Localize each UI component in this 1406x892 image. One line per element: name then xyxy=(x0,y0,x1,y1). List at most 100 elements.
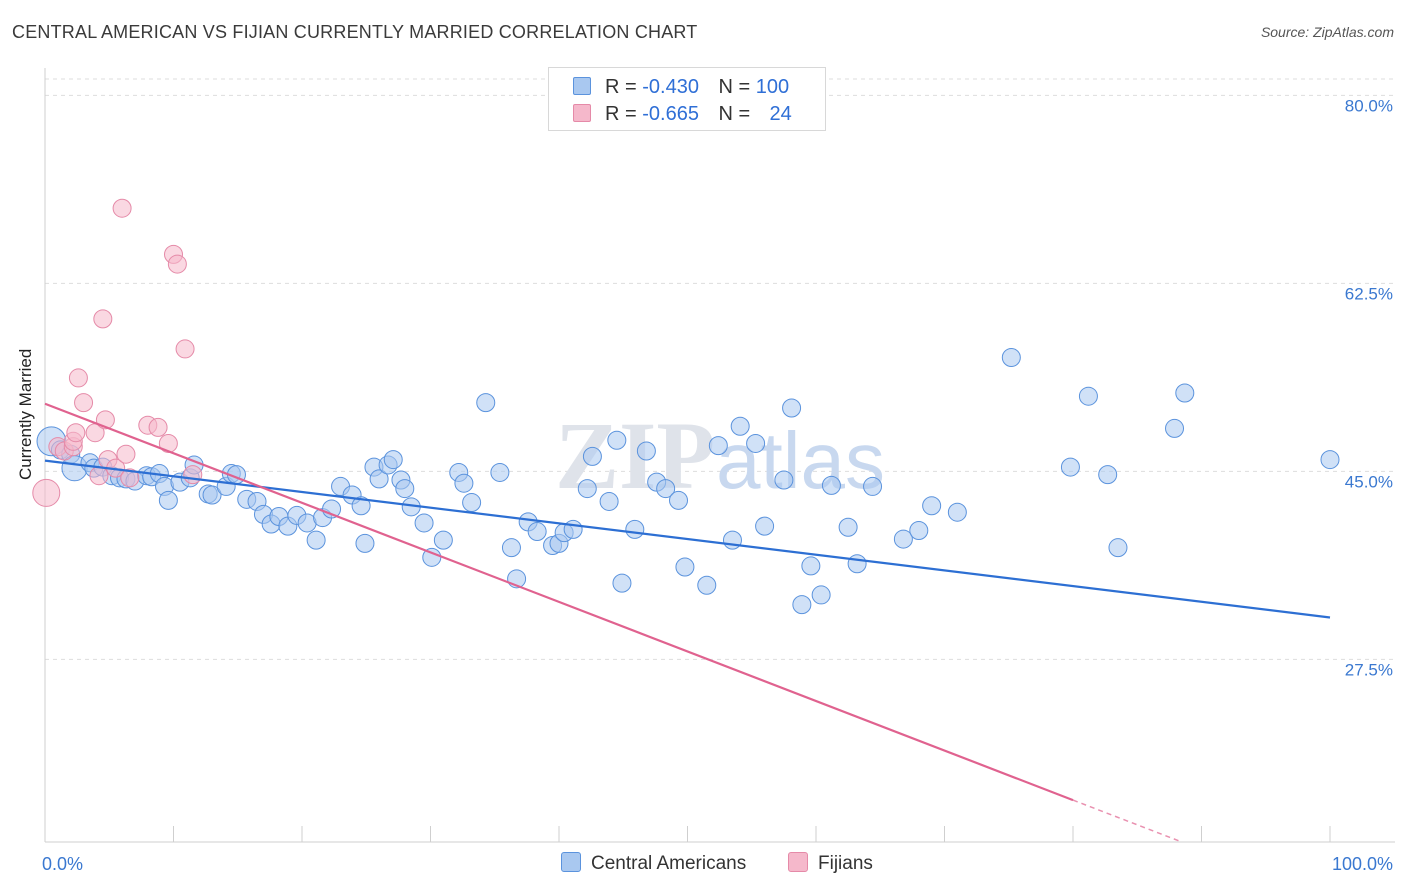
data-point-fijians xyxy=(116,444,136,464)
data-point-central-americans xyxy=(563,519,583,539)
data-point-central-americans xyxy=(730,416,750,436)
data-point-central-americans xyxy=(462,493,482,513)
data-point-central-americans xyxy=(697,575,717,595)
data-point-fijians xyxy=(112,198,132,218)
n-value: 100 xyxy=(755,76,790,98)
data-point-central-americans xyxy=(612,573,632,593)
n-value: 24 xyxy=(769,103,792,125)
data-point-fijians xyxy=(148,417,168,437)
legend-swatch-fijians xyxy=(788,852,808,872)
data-point-central-americans xyxy=(158,490,178,510)
data-point-fijians xyxy=(158,433,178,453)
data-point-central-americans xyxy=(383,450,403,470)
data-point-central-americans xyxy=(675,557,695,577)
data-point-central-americans xyxy=(821,475,841,495)
data-point-central-americans xyxy=(708,436,728,456)
data-point-central-americans xyxy=(433,530,453,550)
legend-label: Fijians xyxy=(818,853,873,874)
legend-item-central-americans[interactable]: Central Americans xyxy=(561,852,746,875)
r-value: -0.665 xyxy=(642,103,699,125)
data-point-central-americans xyxy=(476,393,496,413)
y-tick-label: 27.5% xyxy=(1345,660,1393,679)
data-point-central-americans xyxy=(607,430,627,450)
data-point-central-americans xyxy=(306,530,326,550)
data-point-central-americans xyxy=(501,538,521,558)
stats-row-central-americans: R = -0.430 N = 100 xyxy=(573,76,789,98)
data-point-fijians xyxy=(74,393,94,413)
data-point-central-americans xyxy=(1078,386,1098,406)
data-point-central-americans xyxy=(1098,465,1118,485)
data-point-central-americans xyxy=(355,533,375,553)
legend-swatch-central-americans xyxy=(561,852,581,872)
data-point-central-americans xyxy=(490,462,510,482)
series-fijians xyxy=(32,198,203,507)
chart-title: CENTRAL AMERICAN VS FIJIAN CURRENTLY MAR… xyxy=(12,22,698,42)
data-point-fijians xyxy=(66,423,86,443)
data-point-central-americans xyxy=(599,491,619,511)
data-point-fijians xyxy=(175,339,195,359)
data-point-central-americans xyxy=(746,433,766,453)
swatch-central-americans xyxy=(573,77,591,95)
data-point-central-americans xyxy=(755,516,775,536)
legend-label: Central Americans xyxy=(591,853,747,874)
grid-lines xyxy=(45,78,1395,660)
legend-item-fijians[interactable]: Fijians xyxy=(788,852,873,875)
data-point-fijians xyxy=(183,465,203,485)
data-point-central-americans xyxy=(922,496,942,516)
data-point-fijians xyxy=(93,309,113,329)
data-point-central-americans xyxy=(454,473,474,493)
data-point-central-americans xyxy=(722,530,742,550)
data-point-central-americans xyxy=(369,469,389,489)
y-tick-label: 62.5% xyxy=(1345,284,1393,303)
y-tick-label: 80.0% xyxy=(1345,96,1393,115)
data-point-central-americans xyxy=(527,522,547,542)
series-legend: Central Americans Fijians xyxy=(0,852,1406,878)
data-point-central-americans xyxy=(656,479,676,499)
data-point-central-americans xyxy=(202,485,222,505)
data-point-fijians xyxy=(167,254,187,274)
data-point-central-americans xyxy=(811,585,831,605)
axes xyxy=(44,68,1395,843)
trend-line-fijians-extrapolated xyxy=(1072,799,1183,843)
data-point-central-americans xyxy=(669,490,689,510)
source-label: Source: ZipAtlas.com xyxy=(1260,24,1394,40)
data-point-central-americans xyxy=(782,398,802,418)
data-point-central-americans xyxy=(1108,538,1128,558)
data-point-central-americans xyxy=(1165,418,1185,438)
n-label: N = xyxy=(718,103,751,125)
y-axis-label: Currently Married xyxy=(16,348,35,480)
data-point-fijians xyxy=(32,478,61,507)
data-point-fijians xyxy=(68,368,88,388)
trend-lines xyxy=(44,402,1331,843)
data-point-fijians xyxy=(89,466,109,486)
y-tick-label: 45.0% xyxy=(1345,472,1393,491)
data-point-central-americans xyxy=(909,520,929,540)
data-point-central-americans xyxy=(414,513,434,533)
data-point-central-americans xyxy=(582,446,602,466)
data-point-central-americans xyxy=(863,476,883,496)
x-tick-label: 100.0% xyxy=(1332,854,1393,874)
data-point-central-americans xyxy=(395,479,415,499)
r-label: R = xyxy=(605,76,637,98)
swatch-fijians xyxy=(573,104,591,122)
data-point-fijians xyxy=(120,468,140,488)
r-value: -0.430 xyxy=(642,76,699,98)
stats-row-fijians: R = -0.665 N = 24 xyxy=(573,103,792,125)
data-point-central-americans xyxy=(792,595,812,615)
data-point-central-americans xyxy=(625,519,645,539)
data-point-central-americans xyxy=(1001,348,1021,368)
data-point-central-americans xyxy=(577,479,597,499)
stats-legend: R = -0.430 N = 100 R = -0.665 N = 24 xyxy=(548,67,826,131)
data-point-central-americans xyxy=(947,502,967,522)
data-point-central-americans xyxy=(847,554,867,574)
data-point-central-americans xyxy=(1320,450,1340,470)
x-tick-label: 0.0% xyxy=(42,854,83,874)
n-label: N = xyxy=(718,76,751,98)
data-point-central-americans xyxy=(893,529,913,549)
data-point-central-americans xyxy=(636,441,656,461)
trend-line-fijians xyxy=(44,402,1074,802)
data-point-central-americans xyxy=(801,556,821,576)
data-point-central-americans xyxy=(351,496,371,516)
tick-labels: 80.0% 62.5% 45.0% 27.5% 0.0% 100.0% xyxy=(42,96,1393,874)
